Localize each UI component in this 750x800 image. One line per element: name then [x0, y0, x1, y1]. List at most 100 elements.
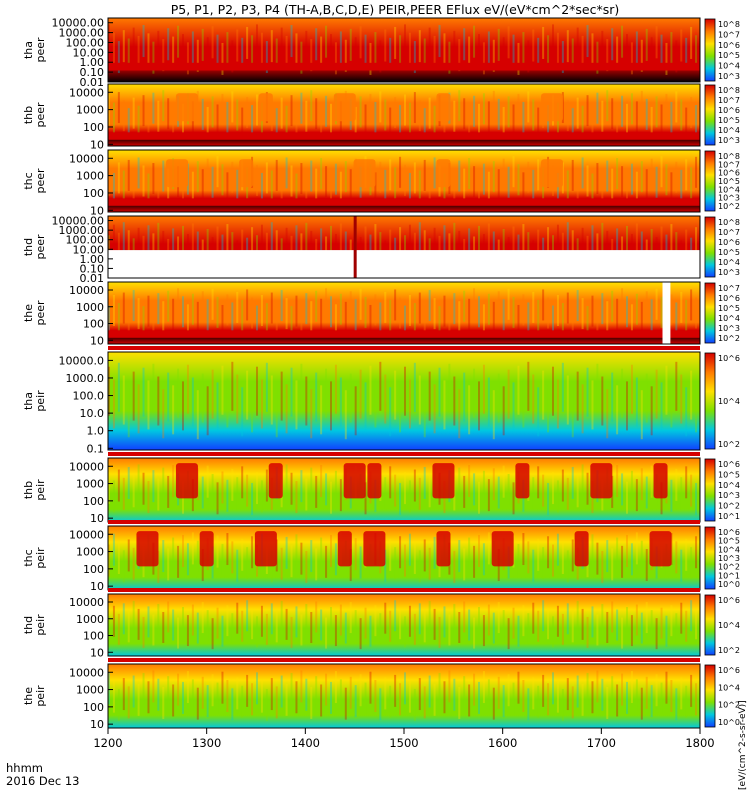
- ytick-label: 1000: [76, 478, 104, 491]
- colorbar-tick-label: 10^7: [718, 228, 740, 237]
- xtick-label: 1300: [192, 736, 221, 750]
- panel-frame: [107, 281, 701, 345]
- colorbar-tick-label: 10^3: [718, 491, 740, 500]
- ytick-label: 10000: [69, 596, 104, 609]
- ytick-label: 10000: [69, 284, 104, 297]
- spectrogram-texture: [108, 670, 698, 721]
- low-energy-band: [108, 132, 700, 140]
- ytick-label: 1.00: [80, 253, 105, 266]
- ylabel-species: peir: [34, 390, 47, 412]
- ylabel-probe: thd: [22, 616, 35, 634]
- ytick-label: 1000: [76, 613, 104, 626]
- ytick-label: 10000.00: [52, 17, 105, 30]
- colorbar: [704, 282, 716, 344]
- panel-frame: [107, 17, 701, 83]
- ylabel-species: peir: [34, 479, 47, 501]
- panel-frame: [107, 83, 701, 147]
- colorbar: [704, 18, 716, 82]
- flux-enhancement: [136, 531, 159, 567]
- ylabel-species: peir: [34, 685, 47, 707]
- ylabel-probe: thd: [22, 238, 35, 256]
- ytick-label: 0.1: [87, 442, 105, 455]
- colorbar-tick-label: 10^4: [718, 683, 740, 692]
- xtick-label: 1400: [291, 736, 320, 750]
- xtick-label: 1500: [389, 736, 418, 750]
- spectrogram-texture: [108, 361, 698, 440]
- colorbar-tick-label: 10^2: [718, 440, 740, 449]
- ylabel-probe: thb: [22, 481, 35, 499]
- colorbar-tick-label: 10^3: [718, 136, 740, 145]
- colorbar-tick-label: 10^6: [718, 354, 740, 363]
- colorbar: [704, 150, 716, 212]
- colorbar-tick-label: 10^6: [718, 294, 740, 303]
- xtick-label: 1600: [488, 736, 517, 750]
- colorbar-tick-label: 10^5: [718, 537, 740, 546]
- colorbar-tick-label: 10^5: [718, 304, 740, 313]
- flux-enhancement: [653, 463, 668, 499]
- panel-frame: [107, 215, 701, 279]
- flux-enhancement: [436, 93, 451, 122]
- colorbar-tick-label: 10^2: [718, 646, 740, 655]
- flux-enhancement: [432, 463, 455, 499]
- colorbar-tick-label: 10^5: [718, 248, 740, 257]
- ytick-label: 1.00: [80, 56, 105, 69]
- flux-enhancement: [199, 531, 214, 567]
- panel-the-peir: 10000 1000 100 10 the peir 10^6 10^4 10^2 10^0: [22, 658, 740, 731]
- colorbar-tick-label: 10^7: [718, 160, 740, 169]
- colorbar-tick-label: 10^0: [718, 580, 740, 589]
- colorbar-tick-label: 10^3: [718, 554, 740, 563]
- x-axis: 1200 1300 1400 1500 1600 1700 1800: [93, 728, 715, 750]
- colorbar-tick-label: 10^4: [718, 545, 740, 554]
- ytick-label: 100: [83, 495, 104, 508]
- ytick-label: 10: [90, 718, 104, 731]
- ytick-label: 1000.00: [59, 27, 105, 40]
- flux-enhancement: [541, 159, 563, 188]
- colorbar-tick-label: 10^6: [718, 169, 740, 178]
- flux-enhancement: [541, 93, 563, 122]
- flux-enhancement: [515, 463, 530, 499]
- colorbar-tick-label: 10^8: [718, 20, 740, 29]
- colorbar-tick-label: 10^5: [718, 177, 740, 186]
- colorbar-tick-label: 10^7: [718, 96, 740, 105]
- colorbar-tick-label: 10^3: [718, 324, 740, 333]
- ytick-label: 1000: [76, 684, 104, 697]
- colorbar: [704, 664, 716, 728]
- colorbar-tick-label: 10^4: [718, 481, 740, 490]
- ylabel-species: peer: [34, 168, 47, 194]
- panels: 10000.001000.00100.0010.001.000.100.01th…: [22, 17, 740, 731]
- panel-thd-peir: 10000 1000 100 10 thd peir 10^6 10^4 10^2: [22, 588, 740, 659]
- colorbar-tick-label: 10^2: [718, 202, 740, 211]
- colorbar: [704, 352, 716, 450]
- colorbar: [704, 458, 716, 522]
- panel-frame: [107, 593, 701, 657]
- colorbar-tick-label: 10^6: [718, 528, 740, 537]
- ylabel-species: peir: [34, 547, 47, 569]
- ytick-label: 100: [83, 630, 104, 643]
- ytick-label: 100: [83, 121, 104, 134]
- quality-flag-bar: [108, 346, 700, 350]
- flux-enhancement: [239, 159, 254, 188]
- colorbar-units-label: [eV/(cm^2-s-sr-eV)]: [738, 700, 748, 790]
- panel-frame: [107, 149, 701, 213]
- ytick-label: 0.10: [80, 66, 105, 79]
- colorbar-tick-label: 10^1: [718, 512, 740, 521]
- colorbar: [704, 216, 716, 278]
- ytick-label: 10.00: [73, 243, 105, 256]
- ytick-label: 0.10: [80, 262, 105, 275]
- flux-enhancement: [175, 463, 198, 499]
- ytick-label: 10000: [69, 460, 104, 473]
- colorbar-tick-label: 10^4: [718, 397, 740, 406]
- colorbar-tick-label: 10^5: [718, 470, 740, 479]
- flux-enhancement: [491, 531, 514, 567]
- ylabel-species: peer: [34, 300, 47, 326]
- ytick-label: 10000.0: [59, 354, 105, 367]
- ytick-label: 10: [90, 512, 104, 525]
- colorbar-tick-label: 10^5: [718, 116, 740, 125]
- spectrogram-tha-peer: [108, 18, 700, 82]
- quality-flag-bar: [108, 452, 700, 456]
- flux-enhancement: [353, 159, 376, 188]
- ytick-label: 1000: [76, 301, 104, 314]
